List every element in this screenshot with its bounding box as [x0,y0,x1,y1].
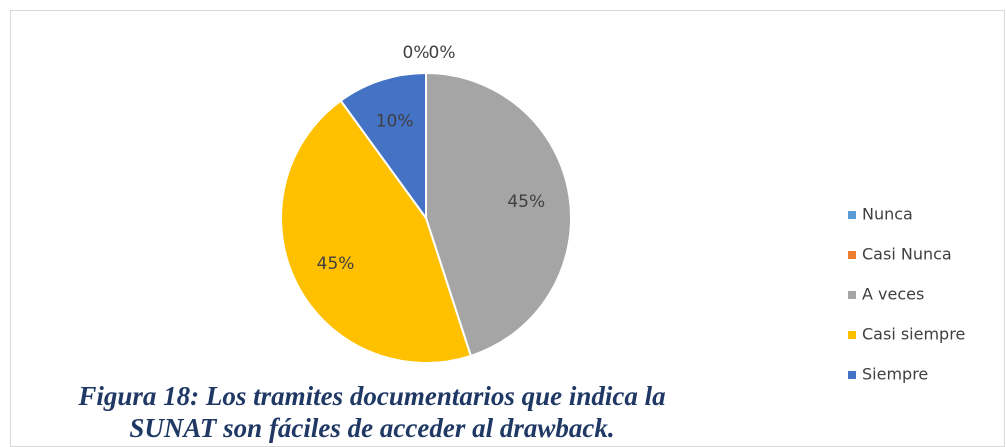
legend-swatch [848,251,856,259]
legend-swatch [848,371,856,379]
legend-label: A veces [862,285,924,304]
data-label: 45% [507,192,545,212]
legend-label: Casi Nunca [862,245,952,264]
pie-slice [339,71,427,222]
legend-label: Siempre [862,365,928,384]
data-label: 0% [403,43,430,63]
pie-slice [280,99,473,364]
data-label: 45% [317,254,355,274]
data-label: 0% [429,43,456,63]
legend-label: Casi siempre [862,325,965,344]
legend-swatch [848,331,856,339]
pie-slice [425,71,572,358]
data-label: 10% [376,111,414,131]
caption: SUNAT son fáciles de acceder al drawback… [129,413,614,443]
legend-label: Nunca [862,205,913,224]
legend-swatch [848,211,856,219]
legend-swatch [848,291,856,299]
caption: Figura 18: Los tramites documentarios qu… [77,381,665,411]
